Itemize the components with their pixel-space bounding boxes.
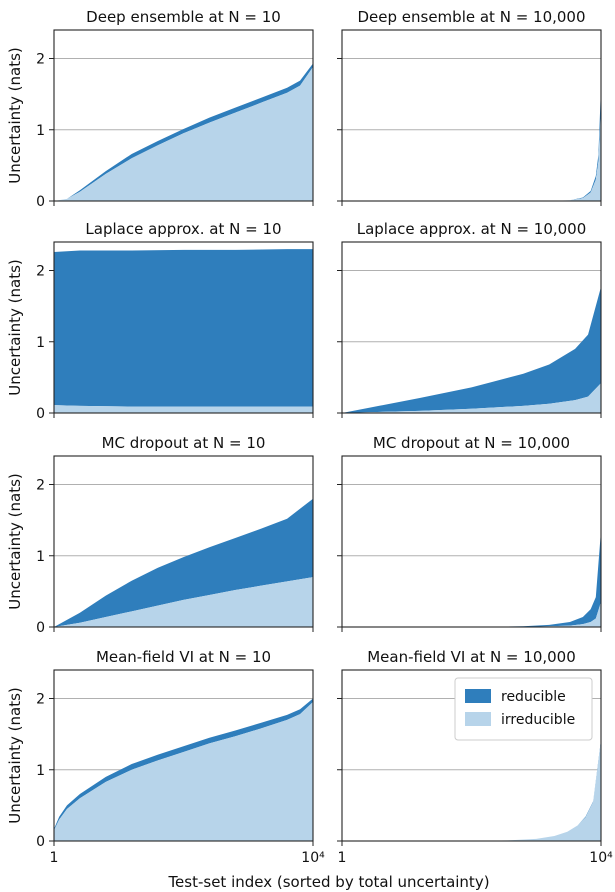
panel-4: Laplace approx. at N = 10,000 (337, 220, 602, 418)
x-tick-label: 1 (50, 850, 59, 866)
plot-frame (341, 669, 602, 842)
area-reducible (54, 63, 313, 201)
panel-title: Mean-field VI at N = 10 (96, 648, 271, 666)
y-tick-label: 2 (36, 478, 45, 494)
y-tick-label: 0 (36, 620, 45, 636)
area-irreducible (54, 67, 313, 201)
x-tick-label: 10⁴ (589, 850, 613, 866)
legend-frame (454, 677, 593, 741)
legend-label-reducible: reducible (501, 689, 566, 705)
panel-title: Laplace approx. at N = 10,000 (357, 220, 587, 238)
panel-title: Deep ensemble at N = 10,000 (357, 8, 585, 26)
panel-title: MC dropout at N = 10 (102, 434, 266, 452)
panel-3: 0 1 2 Laplace approx. at N = 10 Uncertainty … (6, 220, 314, 422)
y-tick-label: 2 (36, 264, 45, 280)
plot-frame (53, 241, 314, 414)
panel-title: Mean-field VI at N = 10,000 (367, 648, 576, 666)
y-axis-label: Uncertainty (nats) (6, 687, 24, 824)
y-tick-label: 1 (36, 763, 45, 779)
panel-5: 0 1 2 MC dropout at N = 10 Uncertainty (nats… (6, 434, 314, 636)
panel-title: Laplace approx. at N = 10 (85, 220, 281, 238)
panel-title: MC dropout at N = 10,000 (373, 434, 570, 452)
area-reducible (342, 286, 601, 413)
plot-frame (341, 241, 602, 414)
panel-6: MC dropout at N = 10,000 (337, 434, 602, 632)
area-irreducible (54, 577, 313, 627)
area-irreducible (54, 405, 313, 413)
y-tick-label: 1 (36, 549, 45, 565)
y-axis-label: Uncertainty (nats) (6, 473, 24, 610)
plot-frame (53, 669, 314, 842)
y-tick-label: 0 (36, 194, 45, 210)
legend-swatch-reducible (465, 689, 491, 703)
y-tick-label: 2 (36, 52, 45, 68)
legend-swatch-irreducible (465, 712, 491, 726)
plot-frame (53, 29, 314, 202)
y-tick-label: 1 (36, 123, 45, 139)
y-tick-label: 0 (36, 834, 45, 850)
plot-frame (341, 29, 602, 202)
area-reducible (54, 698, 313, 831)
area-irreducible (342, 741, 601, 841)
legend-label-irreducible: irreducible (501, 712, 575, 728)
area-reducible (54, 249, 313, 407)
panel-1: 0 1 2 Deep ensemble at N = 10 Uncertainty (n… (6, 8, 314, 210)
legend: reducible irreducible (454, 677, 593, 741)
plot-frame (341, 455, 602, 628)
area-reducible (342, 530, 601, 627)
panel-2: Deep ensemble at N = 10,000 (337, 8, 602, 206)
area-reducible (342, 739, 601, 841)
x-tick-label: 10⁴ (301, 850, 325, 866)
y-axis-label: Uncertainty (nats) (6, 259, 24, 396)
area-reducible (54, 498, 313, 627)
y-axis-label: Uncertainty (nats) (6, 47, 24, 184)
panel-8: 1 10⁴ Mean-field VI at N = 10,000 reducible… (337, 648, 613, 866)
panel-title: Deep ensemble at N = 10 (86, 8, 281, 26)
y-tick-label: 0 (36, 406, 45, 422)
area-reducible (342, 87, 601, 201)
area-irreducible (342, 108, 601, 201)
y-tick-label: 1 (36, 335, 45, 351)
x-axis-label: Test-set index (sorted by total uncertai… (167, 873, 489, 891)
y-tick-label: 2 (36, 692, 45, 708)
area-irreducible (54, 702, 313, 841)
x-tick-label: 1 (338, 850, 347, 866)
plot-frame (53, 455, 314, 628)
area-irreducible (342, 383, 601, 413)
